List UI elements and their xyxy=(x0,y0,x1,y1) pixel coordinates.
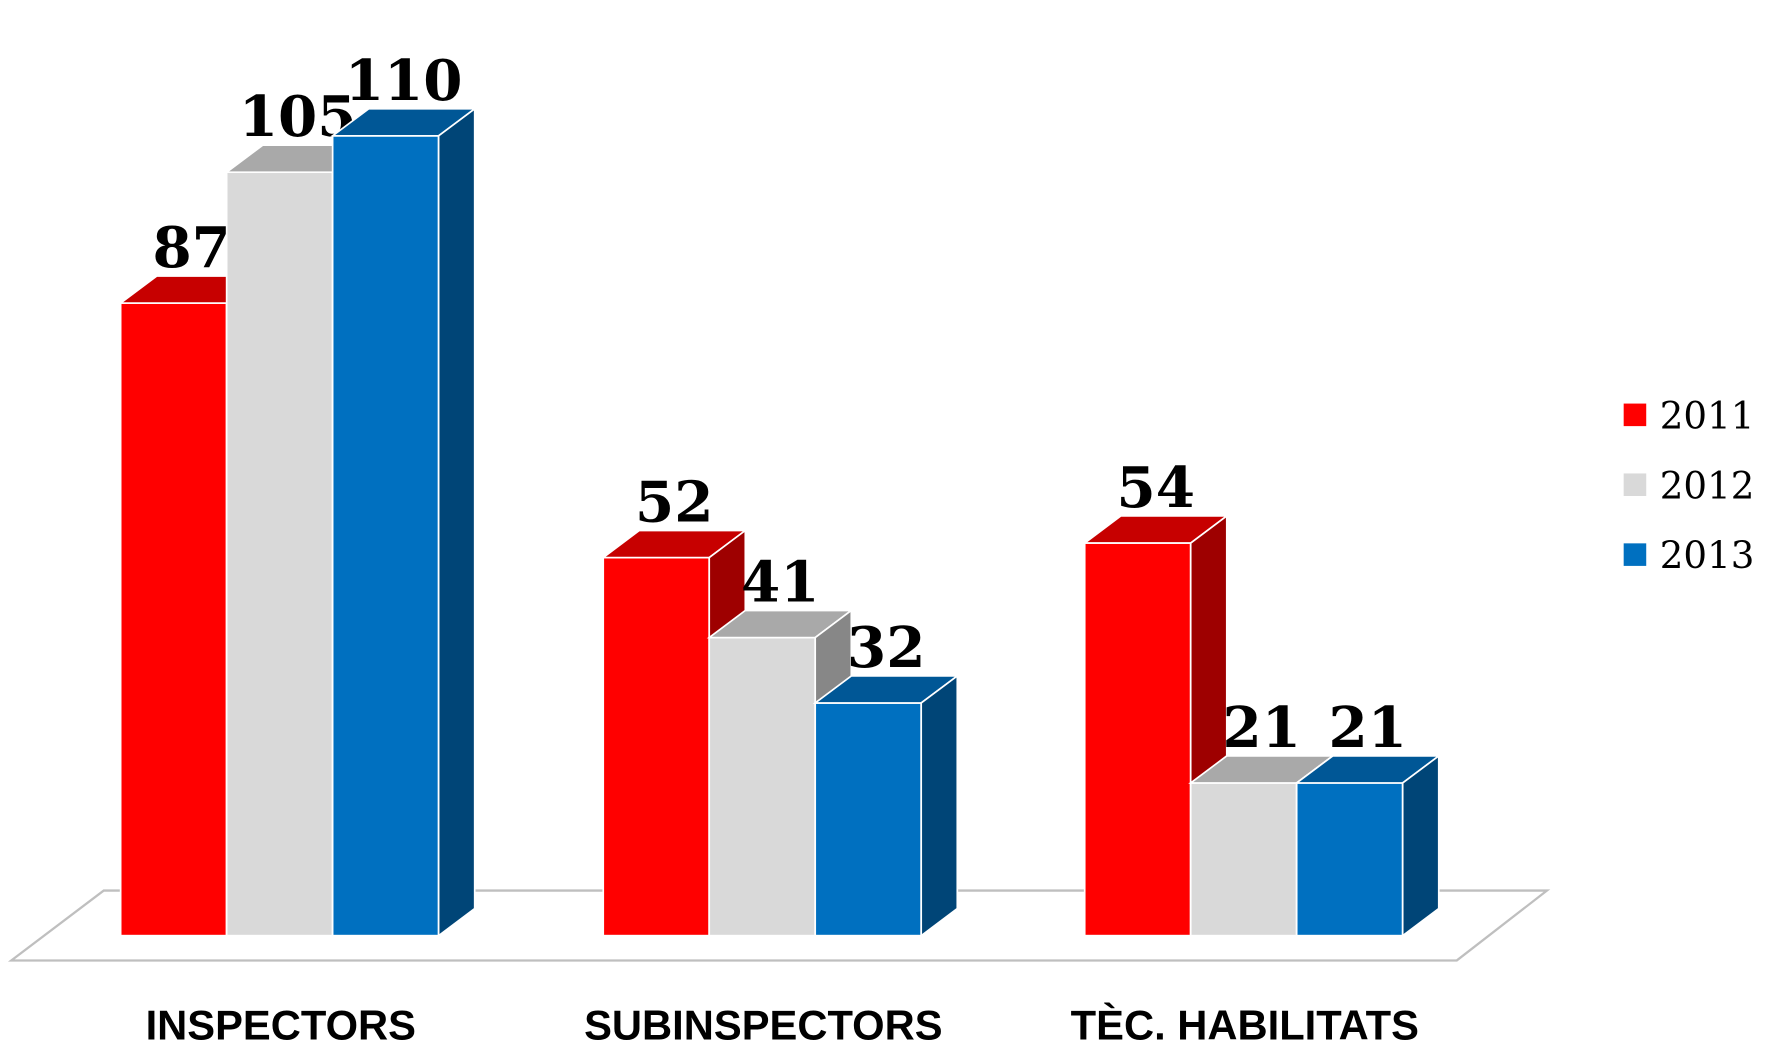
bar xyxy=(602,556,711,937)
x-tick-label: INSPECTORS xyxy=(146,1001,416,1045)
bar xyxy=(1083,542,1192,937)
value-label: 54 xyxy=(1117,455,1195,521)
bar-side xyxy=(437,107,476,938)
x-tick-label: TÈC. HABILITATS xyxy=(1071,1001,1419,1045)
value-label: 52 xyxy=(635,469,713,535)
legend-label: 2012 xyxy=(1660,463,1755,507)
value-label: 21 xyxy=(1223,695,1301,761)
bar-side xyxy=(920,674,959,938)
bar xyxy=(1189,782,1298,937)
legend-swatch xyxy=(1623,473,1647,497)
bar xyxy=(119,302,228,937)
value-label: 87 xyxy=(152,215,230,281)
bar xyxy=(331,134,440,937)
legend-label: 2011 xyxy=(1660,393,1755,437)
bar-side xyxy=(1401,754,1440,938)
x-tick-label: SUBINSPECTORS xyxy=(584,1001,942,1045)
bar xyxy=(814,702,923,937)
value-label: 32 xyxy=(847,615,925,681)
value-label: 41 xyxy=(741,549,819,615)
legend-swatch xyxy=(1623,403,1647,427)
legend-label: 2013 xyxy=(1660,533,1755,577)
value-label: 110 xyxy=(345,48,463,114)
legend-swatch xyxy=(1623,543,1647,566)
bar xyxy=(1295,782,1404,937)
value-label: 21 xyxy=(1328,695,1406,761)
bar xyxy=(225,171,334,937)
bar xyxy=(708,636,817,937)
